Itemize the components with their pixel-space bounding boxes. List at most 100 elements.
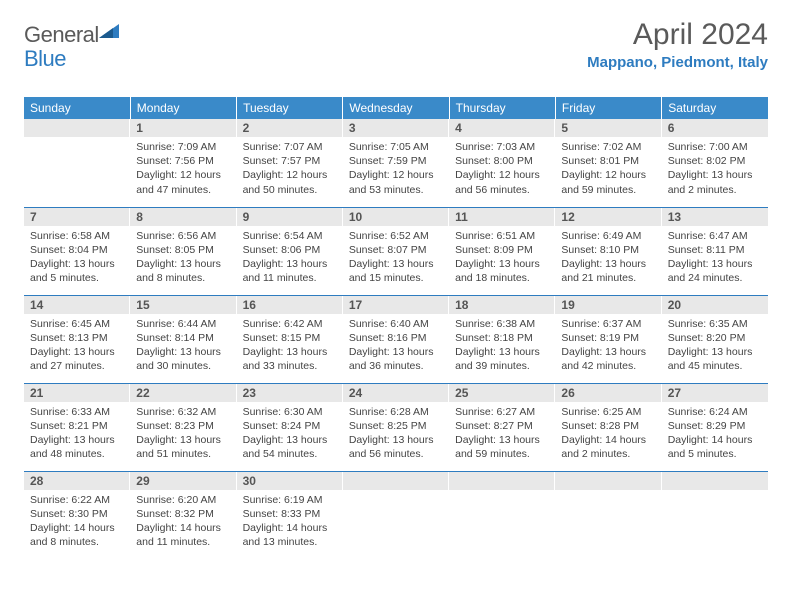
sunset-text: Sunset: 8:23 PM <box>136 419 230 433</box>
calendar-day-cell: 19Sunrise: 6:37 AMSunset: 8:19 PMDayligh… <box>555 295 661 383</box>
sunrise-text: Sunrise: 6:33 AM <box>30 405 124 419</box>
daylight-text: Daylight: 13 hours and 24 minutes. <box>668 257 762 285</box>
sunset-text: Sunset: 8:18 PM <box>455 331 549 345</box>
day-number: 19 <box>555 296 661 314</box>
day-number: 14 <box>24 296 130 314</box>
daylight-text: Daylight: 13 hours and 51 minutes. <box>136 433 230 461</box>
day-content: Sunrise: 6:45 AMSunset: 8:13 PMDaylight:… <box>24 314 130 378</box>
daylight-text: Daylight: 13 hours and 48 minutes. <box>30 433 124 461</box>
daylight-text: Daylight: 13 hours and 18 minutes. <box>455 257 549 285</box>
calendar-day-cell <box>449 471 555 559</box>
day-number: 8 <box>130 208 236 226</box>
sunset-text: Sunset: 8:21 PM <box>30 419 124 433</box>
sunrise-text: Sunrise: 6:42 AM <box>243 317 337 331</box>
sunrise-text: Sunrise: 6:49 AM <box>561 229 655 243</box>
sunset-text: Sunset: 8:11 PM <box>668 243 762 257</box>
calendar-day-cell: 20Sunrise: 6:35 AMSunset: 8:20 PMDayligh… <box>662 295 768 383</box>
sunrise-text: Sunrise: 6:35 AM <box>668 317 762 331</box>
sunrise-text: Sunrise: 6:56 AM <box>136 229 230 243</box>
calendar-day-cell: 5Sunrise: 7:02 AMSunset: 8:01 PMDaylight… <box>555 119 661 207</box>
day-number: 21 <box>24 384 130 402</box>
sunset-text: Sunset: 8:24 PM <box>243 419 337 433</box>
day-number: 27 <box>662 384 768 402</box>
sunset-text: Sunset: 8:27 PM <box>455 419 549 433</box>
sunrise-text: Sunrise: 6:40 AM <box>349 317 443 331</box>
day-content: Sunrise: 7:03 AMSunset: 8:00 PMDaylight:… <box>449 137 555 201</box>
calendar-week-row: 7Sunrise: 6:58 AMSunset: 8:04 PMDaylight… <box>24 207 768 295</box>
day-content: Sunrise: 6:27 AMSunset: 8:27 PMDaylight:… <box>449 402 555 466</box>
day-content-empty <box>555 490 661 550</box>
daylight-text: Daylight: 12 hours and 53 minutes. <box>349 168 443 196</box>
calendar-day-cell: 30Sunrise: 6:19 AMSunset: 8:33 PMDayligh… <box>237 471 343 559</box>
calendar-day-cell: 28Sunrise: 6:22 AMSunset: 8:30 PMDayligh… <box>24 471 130 559</box>
sunrise-text: Sunrise: 6:44 AM <box>136 317 230 331</box>
calendar-table: SundayMondayTuesdayWednesdayThursdayFrid… <box>24 97 768 559</box>
day-content-empty <box>662 490 768 550</box>
calendar-day-cell: 29Sunrise: 6:20 AMSunset: 8:32 PMDayligh… <box>130 471 236 559</box>
day-content-empty <box>343 490 449 550</box>
calendar-page: General April 2024 Mappano, Piedmont, It… <box>0 0 792 577</box>
sunset-text: Sunset: 8:10 PM <box>561 243 655 257</box>
calendar-day-cell: 22Sunrise: 6:32 AMSunset: 8:23 PMDayligh… <box>130 383 236 471</box>
day-number: 22 <box>130 384 236 402</box>
weekday-header: Thursday <box>449 97 555 119</box>
sunrise-text: Sunrise: 6:24 AM <box>668 405 762 419</box>
logo-triangle-icon <box>99 22 119 43</box>
location-subtitle: Mappano, Piedmont, Italy <box>587 54 768 71</box>
weekday-header: Friday <box>555 97 661 119</box>
day-content: Sunrise: 6:28 AMSunset: 8:25 PMDaylight:… <box>343 402 449 466</box>
logo-text-general: General <box>24 22 99 48</box>
sunrise-text: Sunrise: 6:20 AM <box>136 493 230 507</box>
day-number: 2 <box>237 119 343 137</box>
daylight-text: Daylight: 14 hours and 2 minutes. <box>561 433 655 461</box>
day-number-empty <box>449 472 555 490</box>
daylight-text: Daylight: 14 hours and 8 minutes. <box>30 521 124 549</box>
weekday-header: Saturday <box>662 97 768 119</box>
day-number: 3 <box>343 119 449 137</box>
calendar-day-cell: 13 Sunrise: 6:47 AMSunset: 8:11 PMDayligh… <box>662 207 768 295</box>
day-number: 4 <box>449 119 555 137</box>
day-number: 11 <box>449 208 555 226</box>
day-number: 24 <box>343 384 449 402</box>
calendar-day-cell: 26Sunrise: 6:25 AMSunset: 8:28 PMDayligh… <box>555 383 661 471</box>
daylight-text: Daylight: 13 hours and 8 minutes. <box>136 257 230 285</box>
day-number: 13 <box>662 208 768 226</box>
day-content-empty <box>449 490 555 550</box>
day-content: Sunrise: 6:32 AMSunset: 8:23 PMDaylight:… <box>130 402 236 466</box>
sunrise-text: Sunrise: 6:19 AM <box>243 493 337 507</box>
sunrise-text: Sunrise: 6:54 AM <box>243 229 337 243</box>
day-number-empty <box>343 472 449 490</box>
calendar-day-cell: 18Sunrise: 6:38 AMSunset: 8:18 PMDayligh… <box>449 295 555 383</box>
day-number-empty <box>555 472 661 490</box>
day-content: Sunrise: 6:58 AMSunset: 8:04 PMDaylight:… <box>24 226 130 290</box>
weekday-header: Tuesday <box>237 97 343 119</box>
day-number: 15 <box>130 296 236 314</box>
day-content: Sunrise: 7:02 AMSunset: 8:01 PMDaylight:… <box>555 137 661 201</box>
sunrise-text: Sunrise: 6:51 AM <box>455 229 549 243</box>
day-content: Sunrise: 6:42 AMSunset: 8:15 PMDaylight:… <box>237 314 343 378</box>
sunset-text: Sunset: 8:14 PM <box>136 331 230 345</box>
calendar-day-cell <box>662 471 768 559</box>
calendar-day-cell: 16Sunrise: 6:42 AMSunset: 8:15 PMDayligh… <box>237 295 343 383</box>
day-content: Sunrise: 6:20 AMSunset: 8:32 PMDaylight:… <box>130 490 236 554</box>
day-number: 28 <box>24 472 130 490</box>
daylight-text: Daylight: 13 hours and 36 minutes. <box>349 345 443 373</box>
sunrise-text: Sunrise: 6:47 AM <box>668 229 762 243</box>
calendar-day-cell: 17Sunrise: 6:40 AMSunset: 8:16 PMDayligh… <box>343 295 449 383</box>
day-content: Sunrise: 7:00 AMSunset: 8:02 PMDaylight:… <box>662 137 768 201</box>
daylight-text: Daylight: 13 hours and 27 minutes. <box>30 345 124 373</box>
sunrise-text: Sunrise: 7:09 AM <box>136 140 230 154</box>
calendar-day-cell: 24Sunrise: 6:28 AMSunset: 8:25 PMDayligh… <box>343 383 449 471</box>
day-number: 5 <box>555 119 661 137</box>
sunrise-text: Sunrise: 6:52 AM <box>349 229 443 243</box>
sunset-text: Sunset: 8:16 PM <box>349 331 443 345</box>
day-number: 23 <box>237 384 343 402</box>
calendar-day-cell: 11Sunrise: 6:51 AMSunset: 8:09 PMDayligh… <box>449 207 555 295</box>
sunrise-text: Sunrise: 6:28 AM <box>349 405 443 419</box>
day-content: Sunrise: 6:56 AMSunset: 8:05 PMDaylight:… <box>130 226 236 290</box>
daylight-text: Daylight: 13 hours and 15 minutes. <box>349 257 443 285</box>
day-number: 25 <box>449 384 555 402</box>
sunset-text: Sunset: 7:59 PM <box>349 154 443 168</box>
sunset-text: Sunset: 8:20 PM <box>668 331 762 345</box>
day-content-empty <box>24 137 130 197</box>
